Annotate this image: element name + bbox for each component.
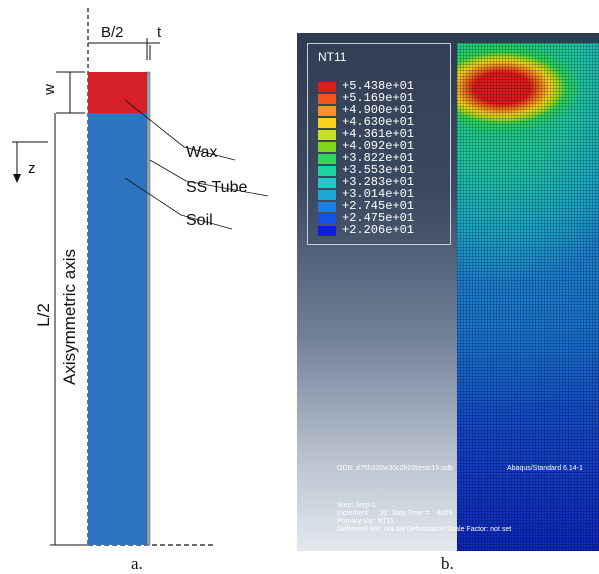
soil-label: Soil [186, 212, 213, 229]
legend-value: +4.092e+01 [342, 139, 415, 153]
legend-value: +4.900e+01 [342, 103, 415, 117]
solver-info: Abaqus/Standard 6.14-1 [507, 465, 583, 472]
legend-swatch [318, 142, 336, 152]
wax-thickness-label: w [40, 84, 58, 95]
z-axis-arrowhead [13, 174, 21, 183]
legend-swatch [318, 130, 336, 140]
legend-value: +3.283e+01 [342, 175, 415, 189]
legend-swatch [318, 214, 336, 224]
legend-swatch [318, 106, 336, 116]
panel-b-caption: b. [441, 554, 454, 573]
legend-row: +3.553e+01 [318, 163, 448, 177]
legend-swatch [318, 118, 336, 128]
thickness-label: t [157, 24, 162, 41]
halflength-label: L/2 [34, 303, 53, 327]
wax-label: Wax [186, 144, 218, 161]
legend-row: +4.092e+01 [318, 139, 448, 153]
legend-value: +2.745e+01 [342, 199, 415, 213]
odb-info: ODB: d75h320w30c2lr20tiestc15.odb [337, 465, 453, 472]
tube-leader-line [149, 159, 269, 197]
legend-swatch [318, 166, 336, 176]
halfwidth-label: B/2 [101, 24, 124, 41]
legend-title: NT11 [318, 50, 347, 64]
increment-info: Increment 31: Step Time = 6059. [337, 510, 455, 517]
deformed-var-info: Deformed Var: not set Deformation Scale … [337, 526, 512, 533]
legend-swatch [318, 94, 336, 104]
legend-value: +3.822e+01 [342, 151, 415, 165]
axisymmetric-axis-label: Axisymmetric axis [60, 249, 79, 386]
legend-row: +2.206e+01 [318, 223, 448, 237]
primary-var-info: Primary Var: NT11 [337, 518, 394, 525]
soil-region [88, 113, 147, 545]
legend-swatch [318, 190, 336, 200]
legend-row: +5.169e+01 [318, 91, 448, 105]
legend-swatch [318, 154, 336, 164]
legend-swatch [318, 226, 336, 236]
wax-leader-line [124, 99, 236, 161]
legend-row: +3.822e+01 [318, 151, 448, 165]
legend-row: +3.014e+01 [318, 187, 448, 201]
legend-value: +5.438e+01 [342, 79, 415, 93]
legend-value: +4.361e+01 [342, 127, 415, 141]
legend-row: +2.475e+01 [318, 211, 448, 225]
legend-value: +2.206e+01 [342, 223, 415, 237]
legend-row: +3.283e+01 [318, 175, 448, 189]
wax-region [88, 72, 147, 113]
step-info: Step: Step-1 [337, 502, 376, 509]
soil-leader-line [124, 177, 233, 230]
ss-tube-label: SS Tube [186, 179, 248, 196]
contour-legend: NT11 +5.438e+01 +5.169e+01 +4.900e+01 +4.63… [307, 43, 451, 245]
legend-row: +4.630e+01 [318, 115, 448, 129]
legend-row: +2.745e+01 [318, 199, 448, 213]
legend-swatch [318, 202, 336, 212]
contour-plot-viewport: NT11 +5.438e+01 +5.169e+01 +4.900e+01 +4.63… [297, 33, 599, 551]
schematic-drawing [12, 8, 269, 546]
z-axis-label: z [28, 160, 36, 177]
legend-value: +3.553e+01 [342, 163, 415, 177]
legend-value: +2.475e+01 [342, 211, 415, 225]
temperature-contour-mesh [457, 43, 599, 551]
legend-value: +3.014e+01 [342, 187, 415, 201]
panel-a-caption: a. [131, 554, 143, 573]
legend-row: +4.900e+01 [318, 103, 448, 117]
legend-row: +4.361e+01 [318, 127, 448, 141]
legend-swatch [318, 82, 336, 92]
ss-tube-wall [146, 71, 151, 546]
legend-row: +5.438e+01 [318, 79, 448, 93]
legend-swatch [318, 178, 336, 188]
legend-value: +5.169e+01 [342, 91, 415, 105]
legend-value: +4.630e+01 [342, 115, 415, 129]
